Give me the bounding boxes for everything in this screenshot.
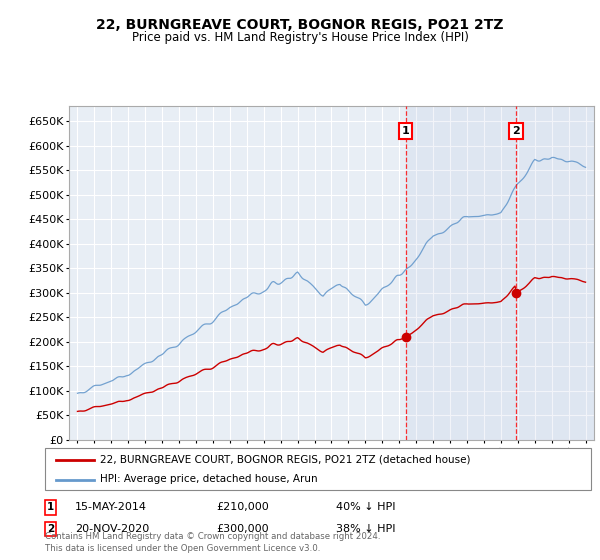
Text: 2: 2 <box>47 524 54 534</box>
Text: 20-NOV-2020: 20-NOV-2020 <box>75 524 149 534</box>
Text: 2: 2 <box>512 126 520 136</box>
Text: Contains HM Land Registry data © Crown copyright and database right 2024.
This d: Contains HM Land Registry data © Crown c… <box>45 532 380 553</box>
Text: HPI: Average price, detached house, Arun: HPI: Average price, detached house, Arun <box>100 474 317 484</box>
Text: 15-MAY-2014: 15-MAY-2014 <box>75 502 147 512</box>
Text: 22, BURNGREAVE COURT, BOGNOR REGIS, PO21 2TZ (detached house): 22, BURNGREAVE COURT, BOGNOR REGIS, PO21… <box>100 455 470 465</box>
Text: Price paid vs. HM Land Registry's House Price Index (HPI): Price paid vs. HM Land Registry's House … <box>131 31 469 44</box>
Text: £210,000: £210,000 <box>216 502 269 512</box>
Text: 38% ↓ HPI: 38% ↓ HPI <box>336 524 395 534</box>
Text: 1: 1 <box>401 126 409 136</box>
Text: 40% ↓ HPI: 40% ↓ HPI <box>336 502 395 512</box>
Bar <box>406 106 594 440</box>
Text: £300,000: £300,000 <box>216 524 269 534</box>
Text: 1: 1 <box>47 502 54 512</box>
Text: 22, BURNGREAVE COURT, BOGNOR REGIS, PO21 2TZ: 22, BURNGREAVE COURT, BOGNOR REGIS, PO21… <box>96 18 504 32</box>
